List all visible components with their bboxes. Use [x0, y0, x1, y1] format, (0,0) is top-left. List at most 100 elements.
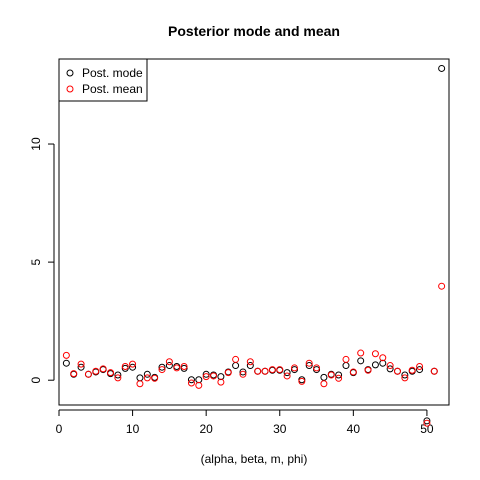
point-post-mean [77, 360, 85, 368]
point-post-mean [371, 350, 379, 358]
point-post-mean [151, 374, 159, 382]
point-post-mode [195, 376, 203, 384]
x-axis: 0 10 20 30 40 50 [56, 409, 434, 436]
chart-title: Posterior mode and mean [168, 23, 340, 39]
data-points [62, 64, 446, 427]
y-axis: 0 5 10 [29, 137, 55, 384]
point-post-mode [438, 64, 446, 72]
point-post-mode [320, 373, 328, 381]
point-post-mean [114, 374, 122, 382]
point-post-mean [70, 370, 78, 378]
point-post-mean [107, 369, 115, 377]
x-tick-label: 10 [126, 422, 140, 436]
point-post-mode [416, 366, 424, 374]
point-post-mean [283, 372, 291, 380]
point-post-mode [129, 363, 137, 371]
y-tick-label: 0 [29, 377, 43, 384]
point-post-mean [349, 368, 357, 376]
point-post-mean [217, 378, 225, 386]
point-post-mean [379, 354, 387, 362]
point-post-mode [158, 363, 166, 371]
point-post-mean [305, 359, 313, 367]
point-post-mode [401, 371, 409, 379]
point-post-mode [423, 417, 431, 425]
point-post-mean [136, 380, 144, 388]
point-post-mode [202, 370, 210, 378]
legend-label-post-mode: Post. mode [82, 66, 143, 80]
x-tick-label: 0 [56, 422, 63, 436]
point-post-mean [327, 371, 335, 379]
point-post-mean [401, 374, 409, 382]
legend-label-post-mean: Post. mean [82, 82, 143, 96]
point-post-mean [143, 374, 151, 382]
point-post-mean [121, 363, 129, 370]
legend-box [58, 58, 148, 102]
point-post-mean [195, 381, 203, 389]
point-post-mode [232, 362, 240, 370]
point-post-mean [320, 380, 328, 388]
point-post-mean [180, 363, 188, 370]
point-post-mode [180, 364, 188, 372]
point-post-mean [298, 377, 306, 385]
point-post-mean [268, 366, 276, 374]
point-post-mode [379, 359, 387, 367]
point-post-mean [357, 349, 365, 357]
point-post-mean [408, 366, 416, 374]
point-post-mean [246, 358, 254, 366]
legend-marker-post-mode [66, 69, 74, 77]
point-post-mean [393, 367, 401, 375]
point-post-mean [423, 419, 431, 427]
point-post-mean [187, 379, 195, 387]
point-post-mean [202, 373, 210, 381]
point-post-mode [121, 364, 129, 372]
point-post-mean [290, 364, 298, 372]
point-post-mean [276, 366, 284, 374]
point-post-mode [283, 369, 291, 377]
point-post-mean [210, 372, 218, 380]
point-post-mean [165, 358, 173, 366]
point-post-mode [357, 357, 365, 365]
x-tick-label: 20 [199, 422, 213, 436]
legend-marker-post-mean [66, 85, 74, 93]
point-post-mean [430, 367, 438, 375]
point-post-mode [246, 362, 254, 370]
point-post-mean [416, 363, 424, 370]
x-axis-label: (alpha, beta, m, phi) [201, 452, 308, 466]
y-tick-label: 10 [29, 137, 43, 151]
point-post-mean [173, 364, 181, 372]
point-post-mode [342, 362, 350, 370]
plot-frame [58, 58, 450, 406]
point-post-mean [84, 370, 92, 378]
point-post-mode [114, 371, 122, 379]
point-post-mode [77, 363, 85, 371]
x-tick-label: 50 [420, 422, 434, 436]
point-post-mode [187, 376, 195, 384]
point-post-mode [62, 359, 70, 367]
point-post-mode [386, 365, 394, 373]
point-post-mean [342, 355, 350, 363]
point-post-mode [371, 361, 379, 369]
point-post-mean [335, 374, 343, 382]
point-post-mode [305, 362, 313, 370]
x-tick-label: 30 [273, 422, 287, 436]
point-post-mode [217, 373, 225, 381]
point-post-mode [335, 371, 343, 379]
point-post-mean [232, 355, 240, 363]
point-post-mode [136, 374, 144, 382]
point-post-mean [254, 367, 262, 375]
point-post-mean [158, 366, 166, 374]
point-post-mean [92, 367, 100, 375]
point-post-mode [143, 370, 151, 378]
x-tick-label: 40 [347, 422, 361, 436]
point-post-mean [239, 370, 247, 378]
point-post-mode [165, 362, 173, 370]
point-post-mode [239, 368, 247, 376]
point-post-mean [261, 367, 269, 375]
point-post-mean [62, 351, 70, 359]
point-post-mean [313, 364, 321, 372]
legend: Post. mode Post. mean [58, 58, 148, 102]
point-post-mean [364, 366, 372, 374]
point-post-mean [386, 362, 394, 370]
point-post-mean [438, 282, 446, 290]
